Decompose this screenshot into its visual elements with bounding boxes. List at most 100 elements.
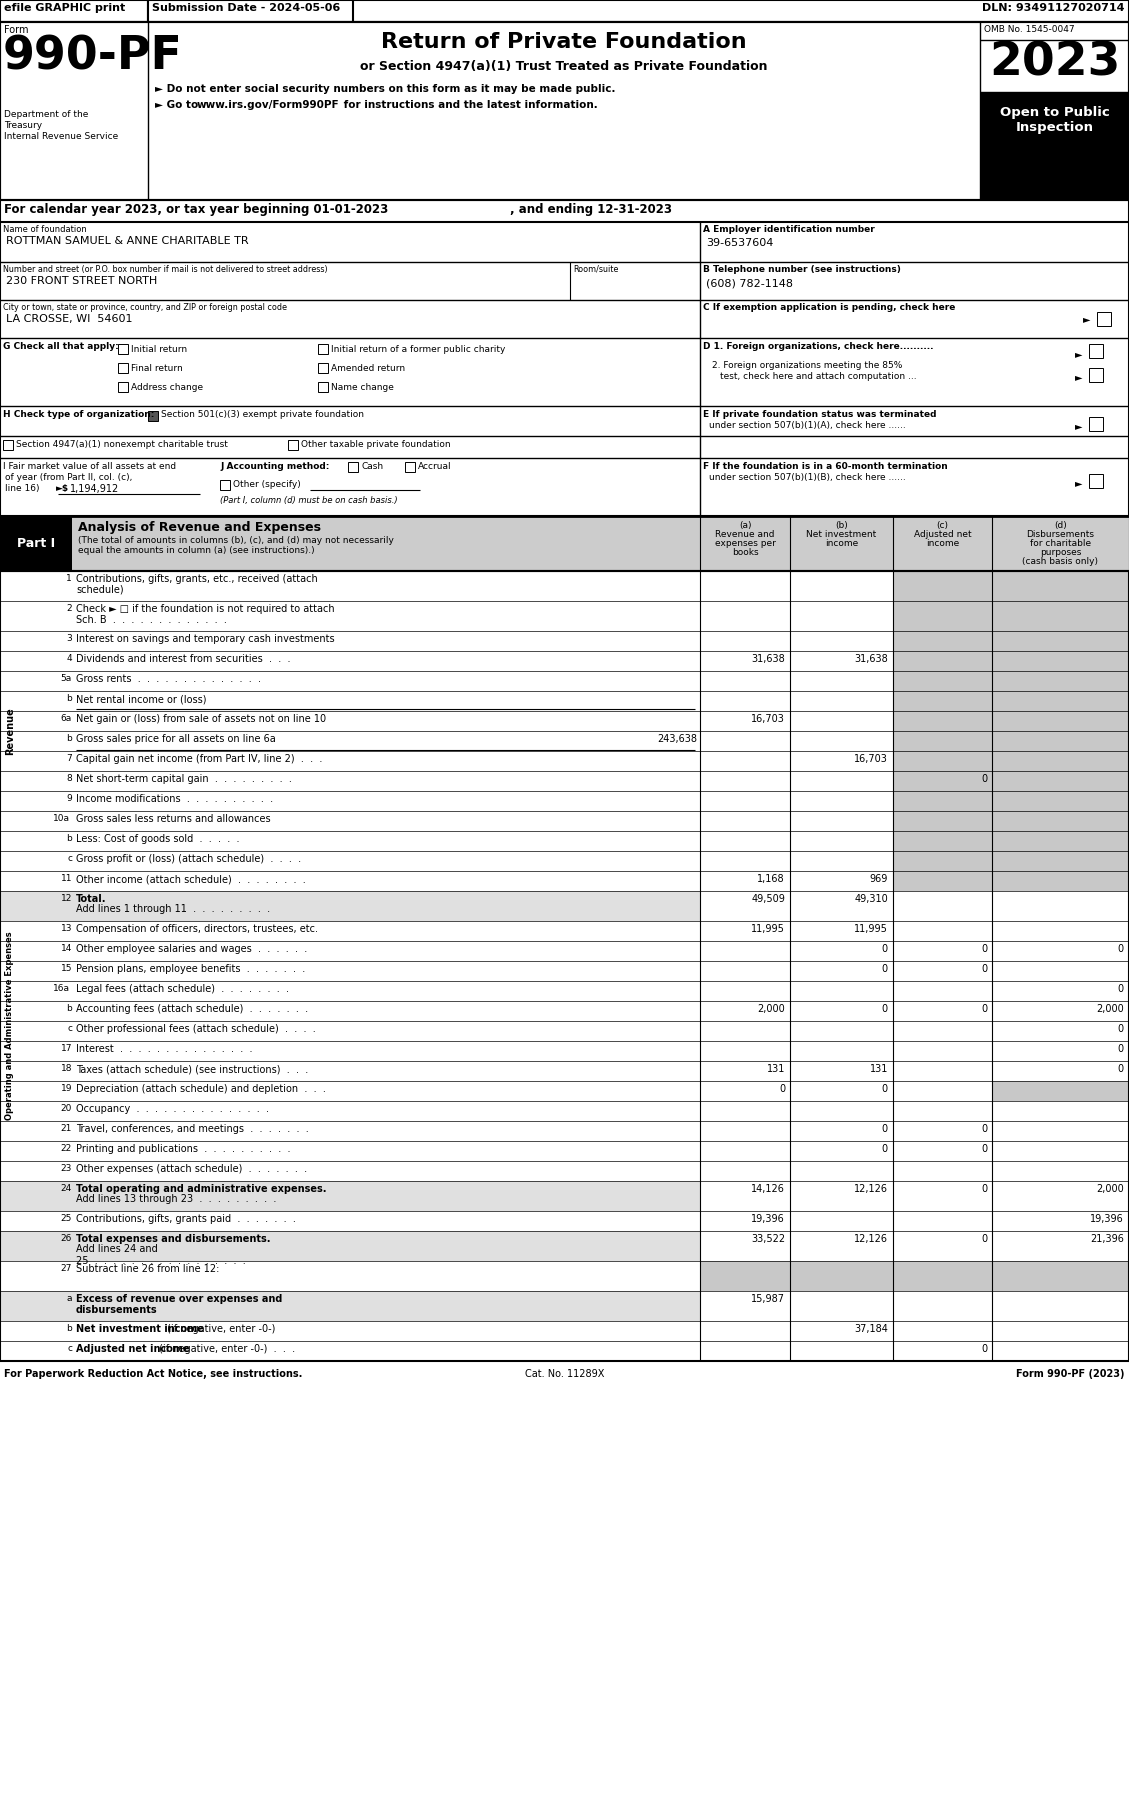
Bar [790,1341,893,1361]
Text: 131: 131 [869,1064,889,1073]
Text: 17: 17 [61,1045,72,1054]
Text: I Fair market value of all assets at end: I Fair market value of all assets at end [3,462,176,471]
Text: Capital gain net income (from Part IV, line 2)  .  .  .: Capital gain net income (from Part IV, l… [76,753,323,764]
Bar [790,960,893,982]
Text: 27: 27 [61,1264,72,1273]
Bar [1089,475,1103,487]
Text: 31,638: 31,638 [855,654,889,663]
Bar [790,1232,893,1260]
Bar [790,1120,893,1142]
Bar [0,791,700,811]
Bar [790,752,893,771]
Text: 0: 0 [981,1185,987,1194]
Bar [893,1181,992,1212]
Text: Room/suite: Room/suite [574,264,619,273]
Bar [790,1100,893,1120]
Bar [790,572,893,601]
Text: (608) 782-1148: (608) 782-1148 [706,279,793,288]
Text: Other professional fees (attach schedule)  .  .  .  .: Other professional fees (attach schedule… [76,1025,316,1034]
Text: 2023: 2023 [989,40,1120,85]
Bar [893,631,992,651]
Text: Accrual: Accrual [418,462,452,471]
Bar [893,811,992,831]
Bar [992,671,1129,690]
Bar [700,1021,790,1041]
Text: Operating and Administrative Expenses: Operating and Administrative Expenses [6,931,15,1120]
Text: 243,638: 243,638 [657,734,697,744]
Bar [790,651,893,671]
Text: ►: ► [1083,315,1091,324]
Bar [893,1212,992,1232]
Bar [790,921,893,940]
Bar [992,631,1129,651]
Bar [0,1181,700,1212]
Text: Revenue and: Revenue and [716,530,774,539]
Bar [992,940,1129,960]
Bar [700,1081,790,1100]
Text: www.irs.gov/Form990PF: www.irs.gov/Form990PF [196,101,340,110]
Bar [0,870,700,892]
Bar [893,1291,992,1322]
Text: Net gain or (loss) from sale of assets not on line 10: Net gain or (loss) from sale of assets n… [76,714,326,725]
Bar [790,1041,893,1061]
Text: Part I: Part I [17,538,55,550]
Text: 0: 0 [981,773,987,784]
Bar [992,1001,1129,1021]
Bar [992,1142,1129,1162]
Bar [790,1291,893,1322]
Text: b: b [67,1323,72,1332]
Text: Department of the: Department of the [5,110,88,119]
Bar [119,363,128,372]
Bar [700,710,790,732]
Bar [0,1291,700,1322]
Text: 0: 0 [981,1124,987,1135]
Bar [893,1001,992,1021]
Bar [148,0,353,22]
Text: c: c [67,1025,72,1034]
Text: , and ending 12-31-2023: , and ending 12-31-2023 [510,203,672,216]
Text: ►: ► [1075,349,1083,360]
Bar [700,1181,790,1212]
Text: 23: 23 [61,1163,72,1172]
Text: Check ► □ if the foundation is not required to attach: Check ► □ if the foundation is not requi… [76,604,334,613]
Bar [790,870,893,892]
Bar [992,572,1129,601]
Text: H Check type of organization:: H Check type of organization: [3,410,155,419]
Text: c: c [67,1343,72,1354]
Text: Total expenses and disbursements.: Total expenses and disbursements. [76,1233,271,1244]
Bar [700,1260,790,1291]
Bar [700,1061,790,1081]
Text: 33,522: 33,522 [751,1233,785,1244]
Bar [790,1260,893,1291]
Text: ► Do not enter social security numbers on this form as it may be made public.: ► Do not enter social security numbers o… [155,85,615,93]
Bar [893,1162,992,1181]
Text: 969: 969 [869,874,889,885]
Text: Total.: Total. [76,894,106,904]
Text: 0: 0 [779,1084,785,1093]
Bar [0,1021,700,1041]
Bar [790,831,893,850]
Bar [790,1322,893,1341]
Text: (Part I, column (d) must be on cash basis.): (Part I, column (d) must be on cash basi… [220,496,397,505]
Text: equal the amounts in column (a) (see instructions).): equal the amounts in column (a) (see ins… [78,547,315,556]
Text: Section 4947(a)(1) nonexempt charitable trust: Section 4947(a)(1) nonexempt charitable … [16,441,228,450]
Text: 1,168: 1,168 [758,874,785,885]
Text: income: income [926,539,960,548]
Bar [992,771,1129,791]
Text: ► Go to: ► Go to [155,101,202,110]
Text: Gross profit or (loss) (attach schedule)  .  .  .  .: Gross profit or (loss) (attach schedule)… [76,854,301,865]
Bar [992,1212,1129,1232]
Text: 21,396: 21,396 [1091,1233,1124,1244]
Bar [992,651,1129,671]
Bar [893,1260,992,1291]
Text: (c): (c) [936,521,948,530]
Text: DLN: 93491127020714: DLN: 93491127020714 [982,4,1124,13]
Text: Adjusted net income: Adjusted net income [76,1343,190,1354]
Text: Other expenses (attach schedule)  .  .  .  .  .  .  .: Other expenses (attach schedule) . . . .… [76,1163,307,1174]
Bar [0,732,700,752]
Text: For calendar year 2023, or tax year beginning 01-01-2023: For calendar year 2023, or tax year begi… [5,203,388,216]
Text: 0: 0 [1118,1025,1124,1034]
Bar [893,1021,992,1041]
Text: Excess of revenue over expenses and: Excess of revenue over expenses and [76,1295,282,1304]
Text: 39-6537604: 39-6537604 [706,237,773,248]
